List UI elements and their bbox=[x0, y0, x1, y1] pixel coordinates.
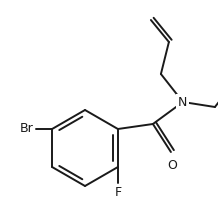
Text: N: N bbox=[178, 95, 188, 108]
Text: Br: Br bbox=[19, 122, 33, 136]
Text: F: F bbox=[114, 186, 121, 199]
Text: O: O bbox=[167, 159, 177, 172]
